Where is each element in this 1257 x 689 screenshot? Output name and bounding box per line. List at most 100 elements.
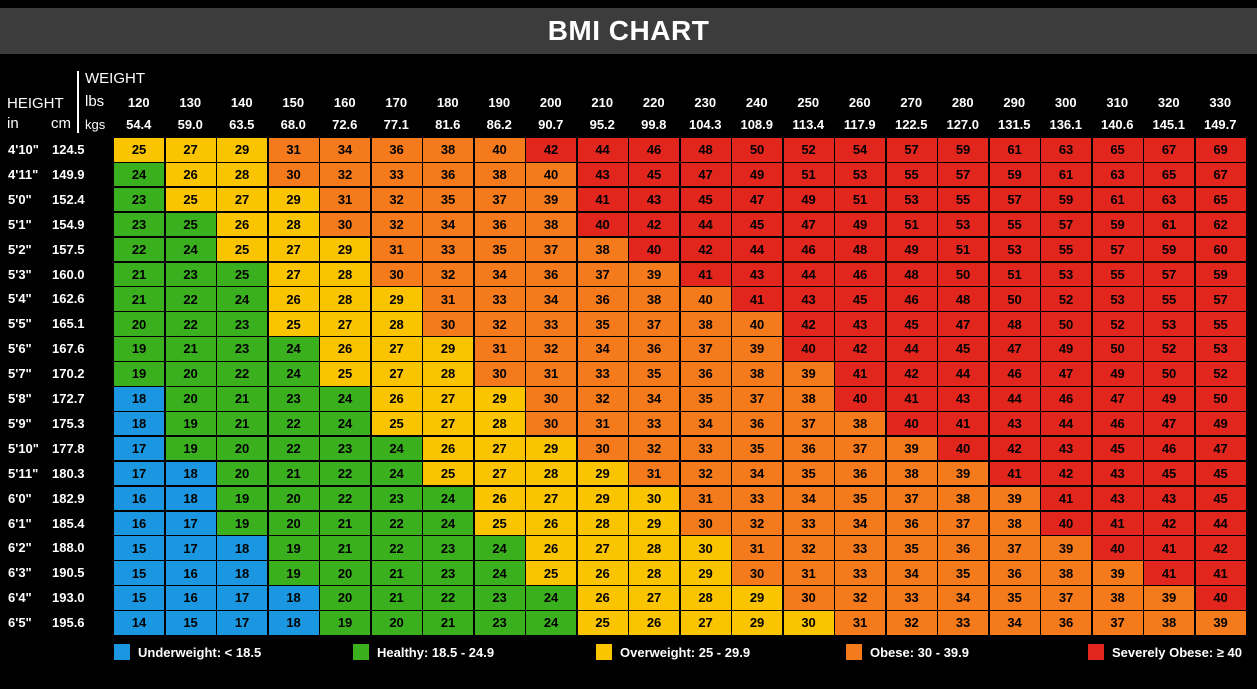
bmi-cell: 24 <box>525 585 578 611</box>
bmi-cell: 42 <box>782 311 835 337</box>
weight-kgs-tick: 104.3 <box>688 117 722 132</box>
bmi-cell: 51 <box>937 236 990 263</box>
weight-kgs-tick: 81.6 <box>435 117 461 132</box>
bmi-cell: 28 <box>628 535 681 561</box>
bmi-cell: 24 <box>370 460 423 487</box>
bmi-cell: 34 <box>525 286 578 312</box>
weight-kgs-tick: 63.5 <box>229 117 255 132</box>
weight-kgs-tick: 68.0 <box>280 117 306 132</box>
bmi-cell: 27 <box>216 186 269 213</box>
bmi-cell: 43 <box>1091 485 1144 512</box>
bmi-cell: 50 <box>731 137 784 163</box>
bmi-cell: 42 <box>834 336 887 362</box>
bmi-cell: 18 <box>113 386 166 412</box>
bmi-cell: 47 <box>1040 361 1093 387</box>
bmi-cell: 34 <box>319 137 372 163</box>
bmi-cell: 27 <box>422 386 475 412</box>
bmi-cell: 22 <box>267 410 320 437</box>
height-cm-tick: 165.1 <box>52 316 85 332</box>
bmi-cell: 23 <box>267 386 320 412</box>
bmi-cell: 17 <box>216 585 269 611</box>
bmi-cell: 36 <box>1040 610 1093 636</box>
bmi-cell: 27 <box>576 535 629 561</box>
bmi-cell: 32 <box>885 610 938 636</box>
bmi-cell: 15 <box>113 585 166 611</box>
bmi-cell: 53 <box>1194 336 1247 362</box>
bmi-cell: 46 <box>1091 410 1144 437</box>
bmi-cell: 53 <box>1091 286 1144 312</box>
bmi-cell: 44 <box>576 137 629 163</box>
bmi-cell: 67 <box>1194 161 1247 188</box>
bmi-cell: 59 <box>1091 211 1144 238</box>
bmi-cell: 43 <box>834 311 887 337</box>
bmi-cell: 59 <box>988 161 1041 188</box>
bmi-cell: 24 <box>164 236 217 263</box>
height-cm-tick: 149.9 <box>52 166 85 182</box>
height-in-tick: 6'2" <box>8 540 32 556</box>
bmi-cell: 29 <box>370 286 423 312</box>
bmi-cell: 30 <box>473 361 526 387</box>
height-in-tick: 6'3" <box>8 565 32 581</box>
weight-kgs-tick: 108.9 <box>740 117 774 132</box>
bmi-cell: 34 <box>628 386 681 412</box>
height-in-tick: 5'10" <box>8 440 39 456</box>
bmi-cell: 41 <box>731 286 784 312</box>
bmi-cell: 39 <box>1040 535 1093 561</box>
bmi-cell: 26 <box>267 286 320 312</box>
bmi-cell: 37 <box>576 261 629 287</box>
bmi-cell: 31 <box>834 610 887 636</box>
bmi-cell: 33 <box>834 560 887 586</box>
bmi-cell: 39 <box>885 435 938 462</box>
bmi-cell: 34 <box>679 410 732 437</box>
bmi-cell: 49 <box>782 186 835 213</box>
bmi-cell: 30 <box>782 610 835 636</box>
bmi-cell: 31 <box>525 361 578 387</box>
bmi-cell: 24 <box>525 610 578 636</box>
bmi-cell: 21 <box>216 386 269 412</box>
bmi-cell: 22 <box>113 236 166 263</box>
bmi-cell: 42 <box>1194 535 1247 561</box>
height-cm-tick: 162.6 <box>52 291 85 307</box>
bmi-cell: 27 <box>525 485 578 512</box>
bmi-cell: 30 <box>576 435 629 462</box>
bmi-cell: 22 <box>370 510 423 536</box>
bmi-cell: 47 <box>1194 435 1247 462</box>
weight-kgs-tick: 99.8 <box>641 117 667 132</box>
bmi-cell: 39 <box>937 460 990 487</box>
height-in-tick: 6'0" <box>8 490 32 506</box>
bmi-cell: 37 <box>885 485 938 512</box>
bmi-cell: 40 <box>628 236 681 263</box>
bmi-cell: 33 <box>422 236 475 263</box>
bmi-cell: 41 <box>1194 560 1247 586</box>
bmi-cell: 19 <box>113 361 166 387</box>
legend-item-severely-obese: Severely Obese: ≥ 40 <box>1088 644 1242 660</box>
weight-label: WEIGHT <box>85 70 145 87</box>
bmi-cell: 57 <box>937 161 990 188</box>
bmi-cell: 20 <box>216 460 269 487</box>
bmi-cell: 47 <box>731 186 784 213</box>
bmi-cell: 23 <box>113 186 166 213</box>
bmi-cell: 31 <box>628 460 681 487</box>
weight-lbs-tick: 120 <box>127 95 150 110</box>
bmi-cell: 20 <box>319 560 372 586</box>
bmi-cell: 59 <box>1143 236 1196 263</box>
bmi-cell: 40 <box>731 311 784 337</box>
height-in-tick: 5'7" <box>8 366 32 382</box>
bmi-cell: 35 <box>988 585 1041 611</box>
bmi-cell: 22 <box>422 585 475 611</box>
weight-kgs-tick: 95.2 <box>589 117 615 132</box>
bmi-cell: 23 <box>319 435 372 462</box>
bmi-cell: 33 <box>628 410 681 437</box>
bmi-cell: 14 <box>113 610 166 636</box>
bmi-cell: 32 <box>370 186 423 213</box>
bmi-cell: 46 <box>1143 435 1196 462</box>
legend-swatch <box>1088 644 1104 660</box>
bmi-cell: 18 <box>216 560 269 586</box>
bmi-cell: 55 <box>1040 236 1093 263</box>
bmi-cell: 48 <box>885 261 938 287</box>
bmi-cell: 21 <box>216 410 269 437</box>
legend-label: Obese: 30 - 39.9 <box>870 644 969 660</box>
bmi-cell: 42 <box>885 361 938 387</box>
bmi-cell: 36 <box>628 336 681 362</box>
bmi-cell: 43 <box>937 386 990 412</box>
